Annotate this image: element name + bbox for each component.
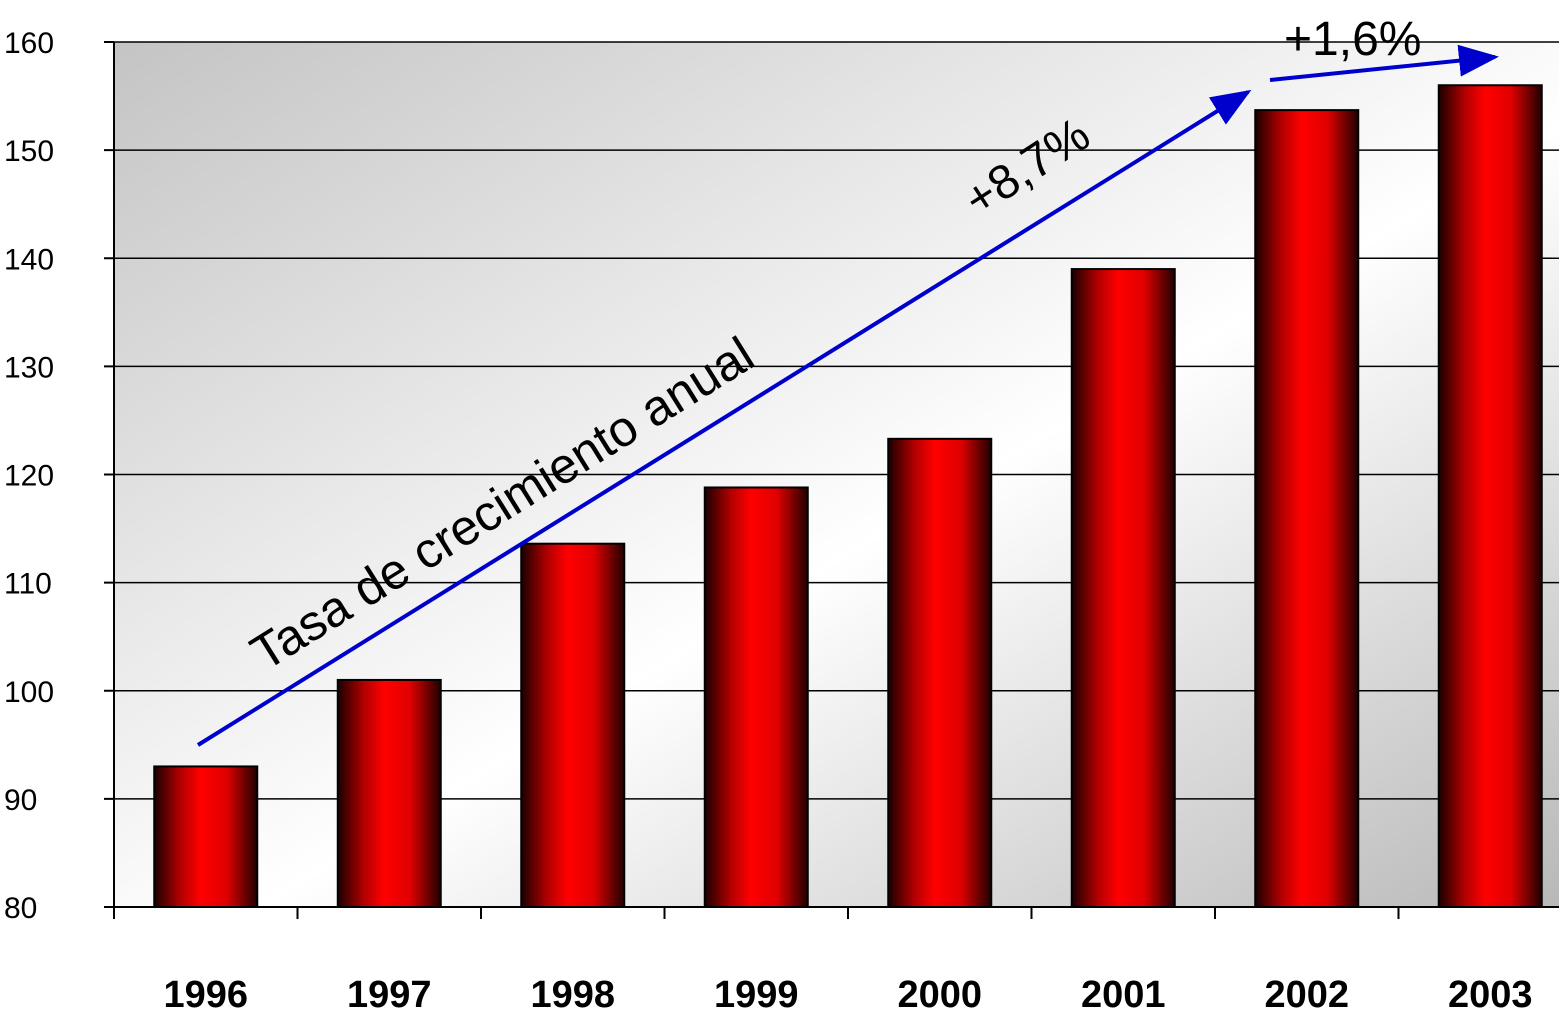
bar-2000 [887, 437, 993, 908]
bars [153, 84, 1543, 908]
x-axis-ticks: 1996 1997 1998 1999 2000 2001 2002 2003 [163, 974, 1532, 1011]
axes [113, 42, 1559, 919]
x-tick-label: 2003 [1448, 974, 1533, 1011]
x-tick-label: 1998 [530, 974, 615, 1011]
y-tick-label: 90 [4, 784, 37, 817]
bar-1999 [703, 486, 809, 908]
y-tick-label: 100 [4, 676, 54, 709]
growth-arrow-short [1269, 44, 1499, 82]
y-tick-label: 150 [4, 135, 54, 168]
bar-1996 [153, 765, 259, 908]
y-tick-label: 130 [4, 351, 54, 384]
bar-1997 [336, 678, 442, 908]
bar-2001 [1070, 268, 1176, 908]
x-tick-label: 1999 [714, 974, 799, 1011]
bar-2003 [1437, 84, 1543, 908]
x-tick-label: 2002 [1264, 974, 1349, 1011]
y-tick-label: 110 [4, 568, 52, 601]
y-tick-label: 160 [4, 27, 54, 60]
x-tick-label: 2000 [897, 974, 982, 1011]
annotation-growth-2: +1,6% [1284, 13, 1421, 66]
bar-1998 [520, 542, 626, 908]
x-tick-label: 2001 [1081, 974, 1166, 1011]
x-tick-label: 1997 [347, 974, 432, 1011]
y-axis-ticks: 80 90 100 110 120 130 140 150 160 [4, 27, 114, 925]
y-tick-label: 120 [4, 460, 54, 493]
growth-arrow-long [196, 89, 1252, 747]
y-tick-label: 80 [4, 892, 37, 925]
y-tick-label: 140 [4, 243, 54, 276]
x-tick-label: 1996 [163, 974, 248, 1011]
bar-2002 [1254, 109, 1360, 908]
